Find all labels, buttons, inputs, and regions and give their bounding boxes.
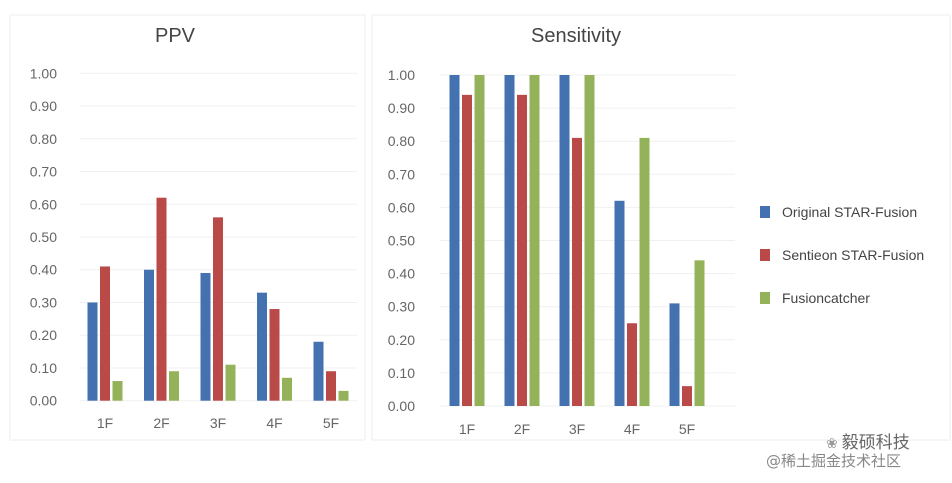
legend-label: Sentieon STAR-Fusion xyxy=(782,247,924,263)
sensitivity-ytick-label: 1.00 xyxy=(388,67,415,83)
sensitivity-ytick-label: 0.50 xyxy=(388,233,415,249)
ppv-bar-sentieon-star-fusion-4f xyxy=(269,309,280,401)
sensitivity-xtick-label: 2F xyxy=(514,421,530,437)
ppv-bar-original-star-fusion-5f xyxy=(313,341,324,401)
ppv-ytick-label: 0.20 xyxy=(30,327,57,343)
ppv-ytick-label: 0.10 xyxy=(30,360,57,376)
sensitivity-ytick-label: 0.00 xyxy=(388,398,415,414)
ppv-ytick-label: 0.00 xyxy=(30,393,57,409)
ppv-bar-sentieon-star-fusion-2f xyxy=(156,197,167,401)
sensitivity-title: Sensitivity xyxy=(531,25,621,47)
sensitivity-bar-original-star-fusion-2f xyxy=(504,75,515,406)
sensitivity-bar-original-star-fusion-3f xyxy=(559,75,570,406)
sensitivity-xtick-label: 3F xyxy=(569,421,585,437)
ppv-bar-fusioncatcher-4f xyxy=(282,377,292,401)
sensitivity-bar-original-star-fusion-4f xyxy=(614,200,625,406)
ppv-bar-sentieon-star-fusion-5f xyxy=(326,371,336,401)
ppv-xtick-label: 4F xyxy=(266,415,282,431)
legend-swatch xyxy=(760,206,770,218)
sensitivity-bar-original-star-fusion-1f xyxy=(449,75,460,406)
sensitivity-xtick-label: 4F xyxy=(624,421,640,437)
wechat-icon: ❀ xyxy=(826,436,838,452)
ppv-title: PPV xyxy=(155,25,196,47)
ppv-ytick-label: 0.80 xyxy=(30,131,57,147)
ppv-ytick-label: 0.50 xyxy=(30,229,57,245)
sensitivity-bar-sentieon-star-fusion-1f xyxy=(462,94,472,407)
sensitivity-ytick-label: 0.10 xyxy=(388,365,415,381)
watermark-brand-text: 毅硕科技 xyxy=(841,433,910,453)
ppv-bar-original-star-fusion-3f xyxy=(200,273,211,401)
ppv-panel-frame xyxy=(9,14,366,441)
legend-label: Fusioncatcher xyxy=(782,290,870,306)
ppv-xtick-label: 2F xyxy=(153,415,169,431)
ppv-xtick-label: 5F xyxy=(323,415,339,431)
sensitivity-xtick-label: 1F xyxy=(459,421,475,437)
ppv-bar-fusioncatcher-3f xyxy=(225,364,236,401)
ppv-xtick-label: 3F xyxy=(210,415,226,431)
ppv-ytick-label: 0.60 xyxy=(30,196,57,212)
sensitivity-ytick-label: 0.30 xyxy=(388,299,415,315)
sensitivity-bar-fusioncatcher-3f xyxy=(584,75,595,406)
legend-swatch xyxy=(760,292,770,304)
sensitivity-bar-sentieon-star-fusion-3f xyxy=(572,137,582,406)
ppv-ytick-label: 0.40 xyxy=(30,262,57,278)
legend-label: Original STAR-Fusion xyxy=(782,204,917,220)
ppv-bar-fusioncatcher-1f xyxy=(112,381,123,401)
ppv-bar-sentieon-star-fusion-1f xyxy=(100,266,110,401)
sensitivity-ytick-label: 0.90 xyxy=(388,100,415,116)
watermark-source: @稀土掘金技术社区 xyxy=(766,452,902,470)
sensitivity-bar-fusioncatcher-1f xyxy=(474,75,485,406)
sensitivity-ytick-label: 0.20 xyxy=(388,332,415,348)
sensitivity-panel-frame xyxy=(371,14,951,441)
ppv-ytick-label: 1.00 xyxy=(30,65,57,81)
sensitivity-bar-sentieon-star-fusion-4f xyxy=(627,323,637,406)
sensitivity-ytick-label: 0.60 xyxy=(388,199,415,215)
sensitivity-xtick-label: 5F xyxy=(679,421,695,437)
ppv-xtick-label: 1F xyxy=(97,415,113,431)
sensitivity-bar-sentieon-star-fusion-5f xyxy=(682,386,692,406)
sensitivity-bar-original-star-fusion-5f xyxy=(669,303,680,406)
ppv-bar-fusioncatcher-5f xyxy=(338,390,349,401)
legend-swatch xyxy=(760,249,770,261)
ppv-bar-sentieon-star-fusion-3f xyxy=(213,217,223,401)
sensitivity-ytick-label: 0.80 xyxy=(388,133,415,149)
ppv-bar-original-star-fusion-2f xyxy=(144,269,154,401)
ppv-bar-fusioncatcher-2f xyxy=(169,371,179,401)
sensitivity-bar-fusioncatcher-4f xyxy=(639,137,650,406)
ppv-ytick-label: 0.30 xyxy=(30,294,57,310)
ppv-bar-original-star-fusion-4f xyxy=(257,292,267,401)
ppv-ytick-label: 0.90 xyxy=(30,98,57,114)
watermark-brand: ❀ 毅硕科技 xyxy=(826,428,910,453)
sensitivity-ytick-label: 0.40 xyxy=(388,266,415,282)
sensitivity-bar-fusioncatcher-5f xyxy=(694,260,705,406)
ppv-bar-original-star-fusion-1f xyxy=(87,302,98,401)
ppv-ytick-label: 0.70 xyxy=(30,164,57,180)
sensitivity-ytick-label: 0.70 xyxy=(388,166,415,182)
sensitivity-bar-sentieon-star-fusion-2f xyxy=(517,94,527,407)
sensitivity-bar-fusioncatcher-2f xyxy=(529,75,540,406)
